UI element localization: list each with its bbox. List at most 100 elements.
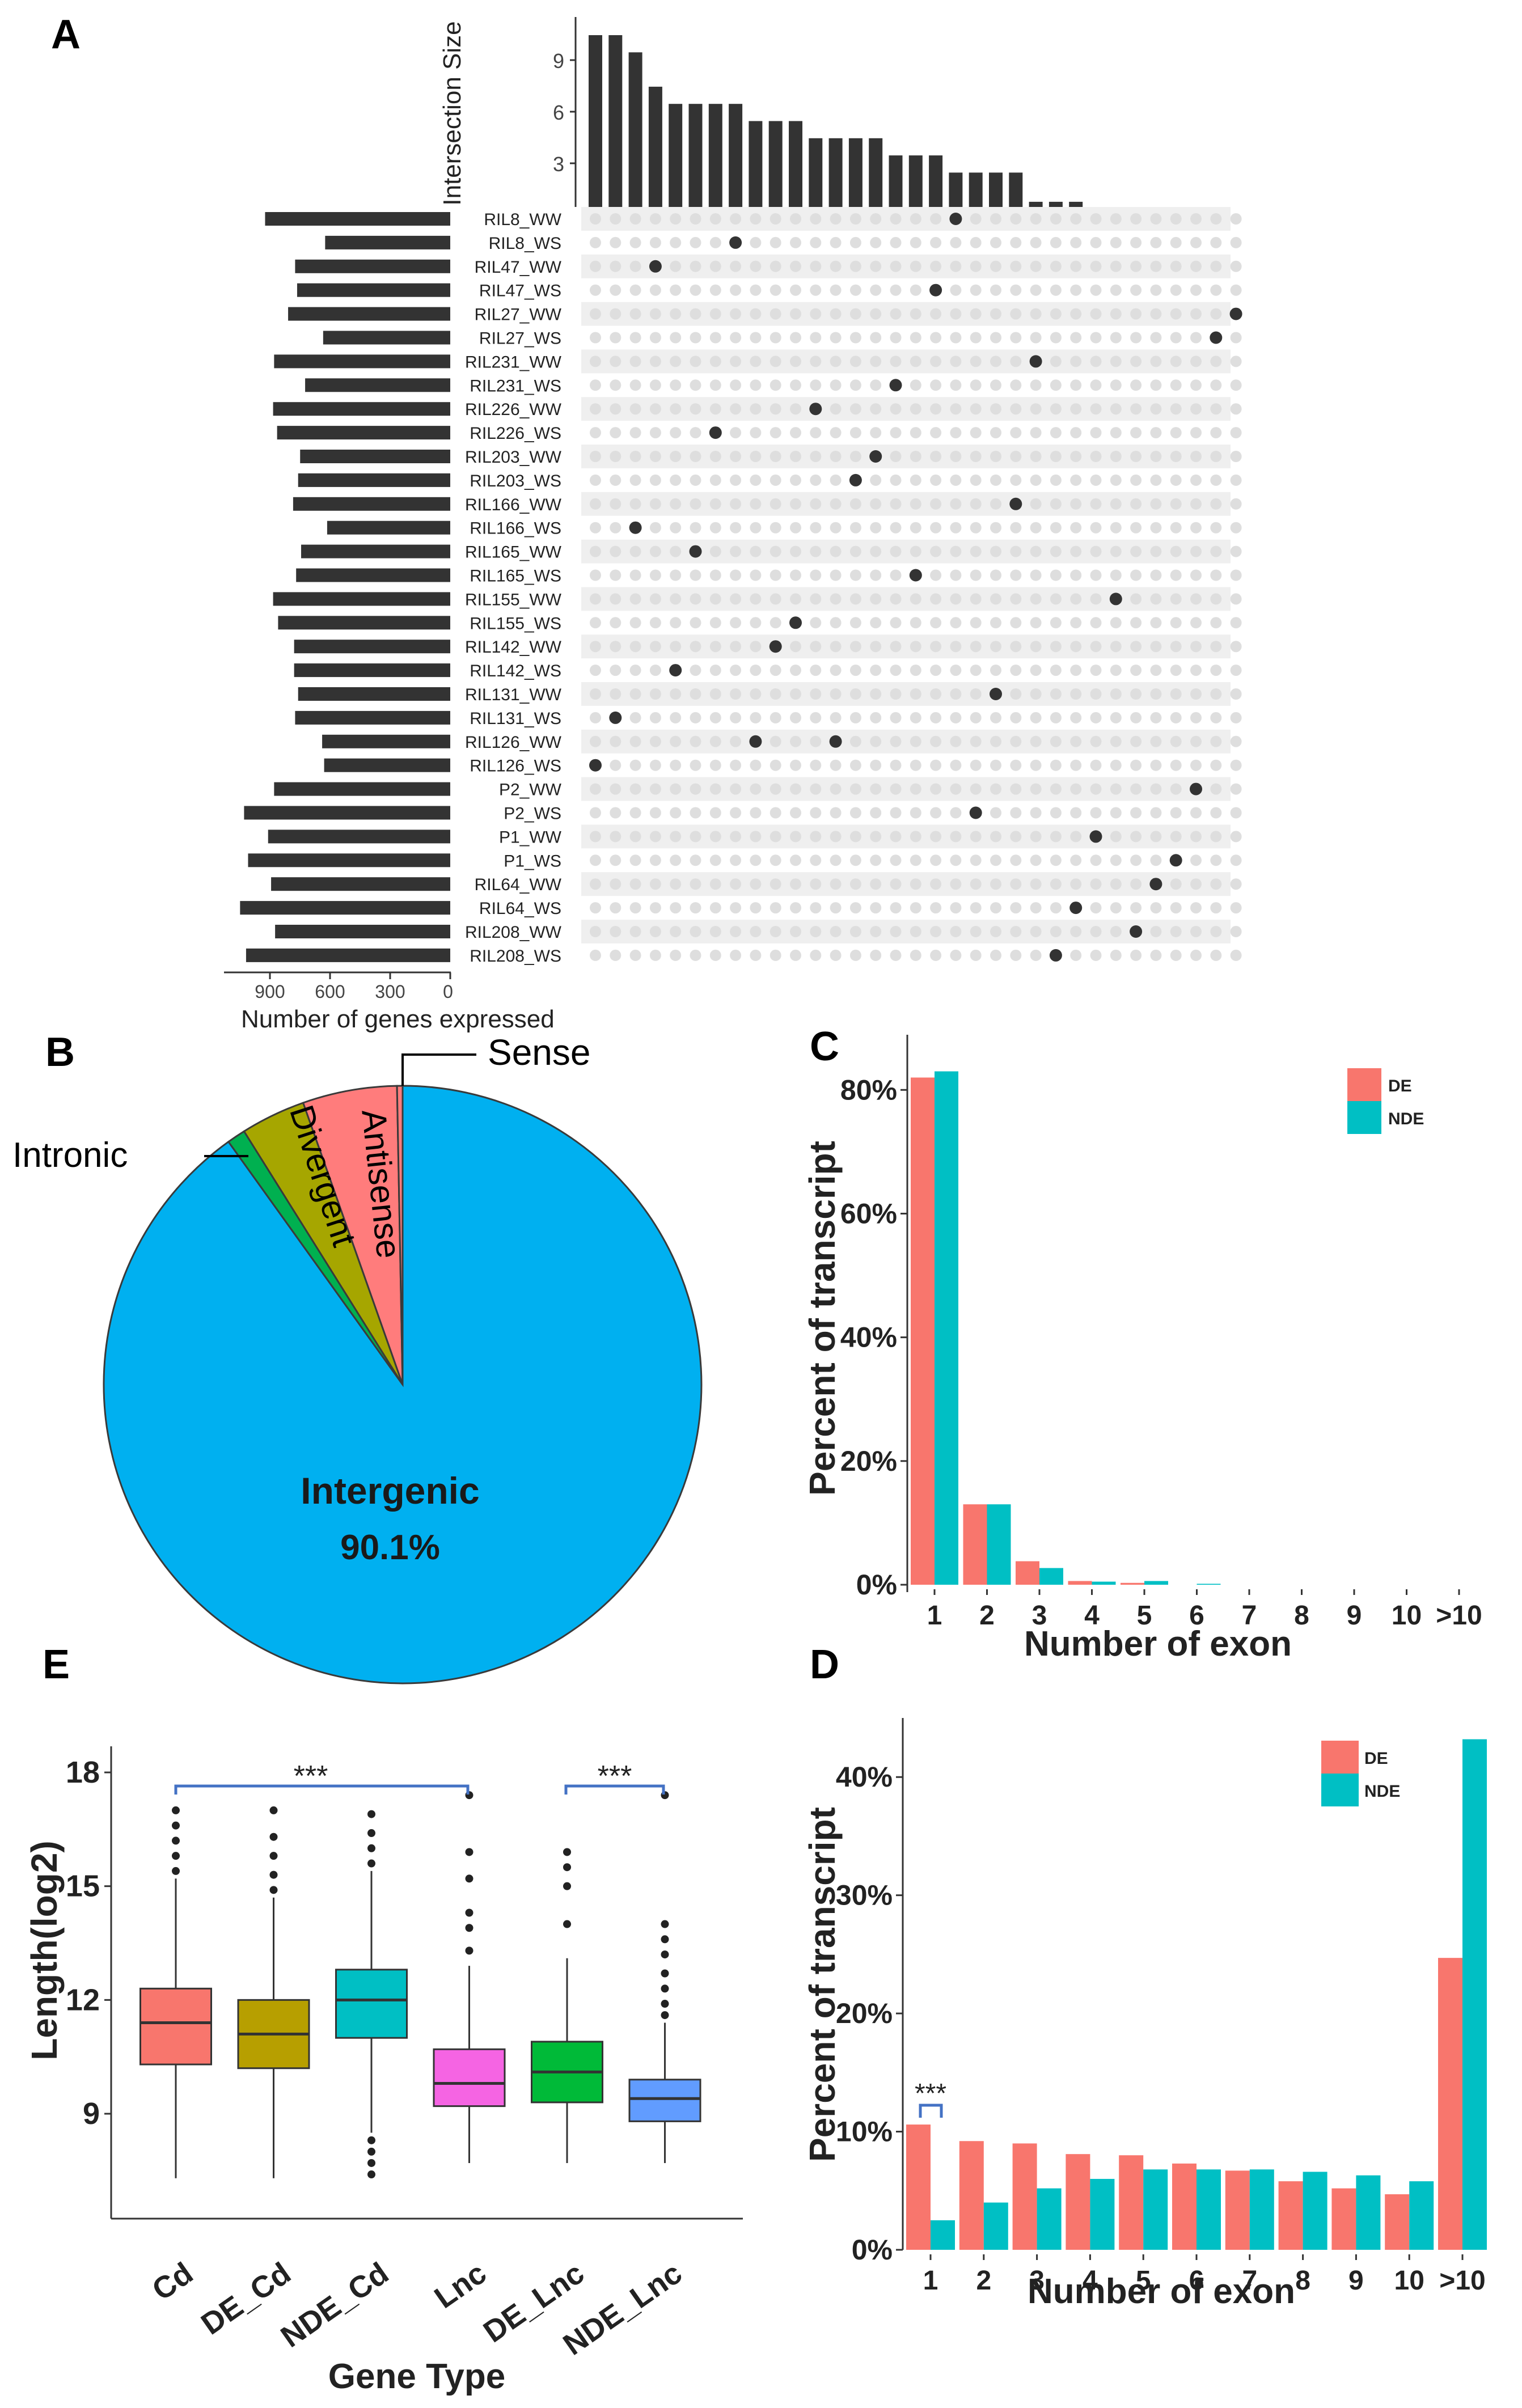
bar-de	[1331, 2188, 1356, 2250]
matrix-dot	[810, 949, 822, 961]
matrix-dot	[690, 878, 701, 890]
matrix-dot	[670, 735, 682, 747]
outlier-point	[367, 1810, 375, 1818]
matrix-dot	[1190, 569, 1202, 581]
matrix-dot	[670, 807, 682, 819]
matrix-dot	[1210, 878, 1222, 890]
matrix-dot	[790, 949, 801, 961]
matrix-dot	[1070, 260, 1082, 272]
matrix-dot	[1110, 308, 1122, 320]
matrix-dot	[990, 356, 1001, 367]
matrix-dot	[910, 379, 921, 391]
matrix-dot	[890, 260, 902, 272]
matrix-dot	[790, 926, 801, 937]
intersection-bar	[989, 172, 1003, 207]
y-ticks: 0% 10% 20% 30% 40%	[836, 1761, 903, 2266]
matrix-dot	[1070, 284, 1082, 296]
matrix-dot	[590, 807, 601, 819]
matrix-dot	[890, 332, 902, 344]
set-size-bar	[274, 782, 450, 796]
matrix-dot	[1230, 783, 1242, 795]
bar-nde	[1409, 2181, 1434, 2250]
x-tick-label: NDE_Cd	[275, 2256, 395, 2354]
matrix-dot	[890, 498, 902, 510]
matrix-dot	[990, 593, 1001, 605]
matrix-dot	[1150, 284, 1162, 296]
matrix-dot	[970, 926, 982, 937]
matrix-dot	[1230, 854, 1242, 866]
matrix-dot	[930, 593, 942, 605]
matrix-dot	[790, 332, 801, 344]
bar-de	[1068, 1581, 1092, 1585]
matrix-dot	[1010, 926, 1022, 937]
y-tick-label: 60%	[840, 1197, 897, 1229]
matrix-dot	[709, 593, 721, 605]
intersection-bar	[828, 138, 843, 207]
matrix-dot	[890, 665, 902, 676]
matrix-dot	[649, 807, 661, 819]
bars	[911, 1071, 1221, 1585]
matrix-dot	[1150, 569, 1162, 581]
matrix-dot	[870, 688, 882, 700]
matrix-dot	[1230, 569, 1242, 581]
matrix-dot	[770, 545, 781, 557]
matrix-dot	[790, 735, 801, 747]
matrix-dot	[690, 284, 701, 296]
matrix-dot	[1030, 451, 1042, 462]
outlier-point	[172, 1836, 180, 1845]
matrix-dot	[1170, 593, 1182, 605]
set-label: RIL64_WS	[479, 899, 561, 918]
bar-nde	[1039, 1568, 1063, 1585]
matrix-dot	[1150, 759, 1162, 771]
matrix-dot	[730, 783, 742, 795]
matrix-dot-active	[990, 688, 1002, 700]
matrix-dot	[849, 641, 861, 653]
matrix-dot	[709, 308, 721, 320]
matrix-dot	[709, 617, 721, 629]
matrix-dot	[870, 474, 882, 486]
matrix-dot	[930, 474, 942, 486]
matrix-dot	[1170, 665, 1182, 676]
matrix-dot	[1050, 474, 1062, 486]
matrix-dot	[810, 735, 822, 747]
intersection-y-ticks: 3 6 9	[553, 49, 576, 176]
matrix-row-stripe	[581, 682, 1231, 706]
matrix-dot	[690, 308, 701, 320]
matrix-dot	[810, 665, 822, 676]
x-tick-label: 3	[1032, 1601, 1047, 1631]
matrix-dot	[670, 617, 682, 629]
matrix-dot	[690, 474, 701, 486]
matrix-dot	[1190, 308, 1202, 320]
matrix-dot	[1150, 641, 1162, 653]
matrix-dot	[1130, 831, 1142, 843]
matrix-dot	[670, 451, 682, 462]
y-tick-label: 15	[66, 1869, 100, 1903]
matrix-dot	[629, 498, 641, 510]
matrix-dot	[1190, 593, 1202, 605]
matrix-dot	[629, 854, 641, 866]
matrix-dot	[810, 545, 822, 557]
matrix-dot	[610, 332, 622, 344]
matrix-dot	[1030, 522, 1042, 534]
matrix-dot	[1130, 522, 1142, 534]
matrix-dot	[950, 854, 962, 866]
matrix-dot	[910, 854, 921, 866]
matrix-dot	[709, 902, 721, 914]
matrix-dot	[750, 474, 762, 486]
set-size-bar	[324, 758, 450, 772]
bar-de	[1016, 1561, 1039, 1585]
matrix-dot	[849, 213, 861, 225]
matrix-dot	[1210, 427, 1222, 439]
matrix-dot	[810, 902, 822, 914]
matrix-dot	[870, 617, 882, 629]
matrix-dot	[629, 665, 641, 676]
matrix-dot	[730, 807, 742, 819]
matrix-dot	[810, 783, 822, 795]
matrix-dot	[870, 236, 882, 248]
matrix-dot	[1070, 617, 1082, 629]
matrix-dot	[890, 451, 902, 462]
matrix-dot	[649, 498, 661, 510]
matrix-dot	[649, 665, 661, 676]
matrix-dot	[1070, 878, 1082, 890]
matrix-dot	[810, 641, 822, 653]
